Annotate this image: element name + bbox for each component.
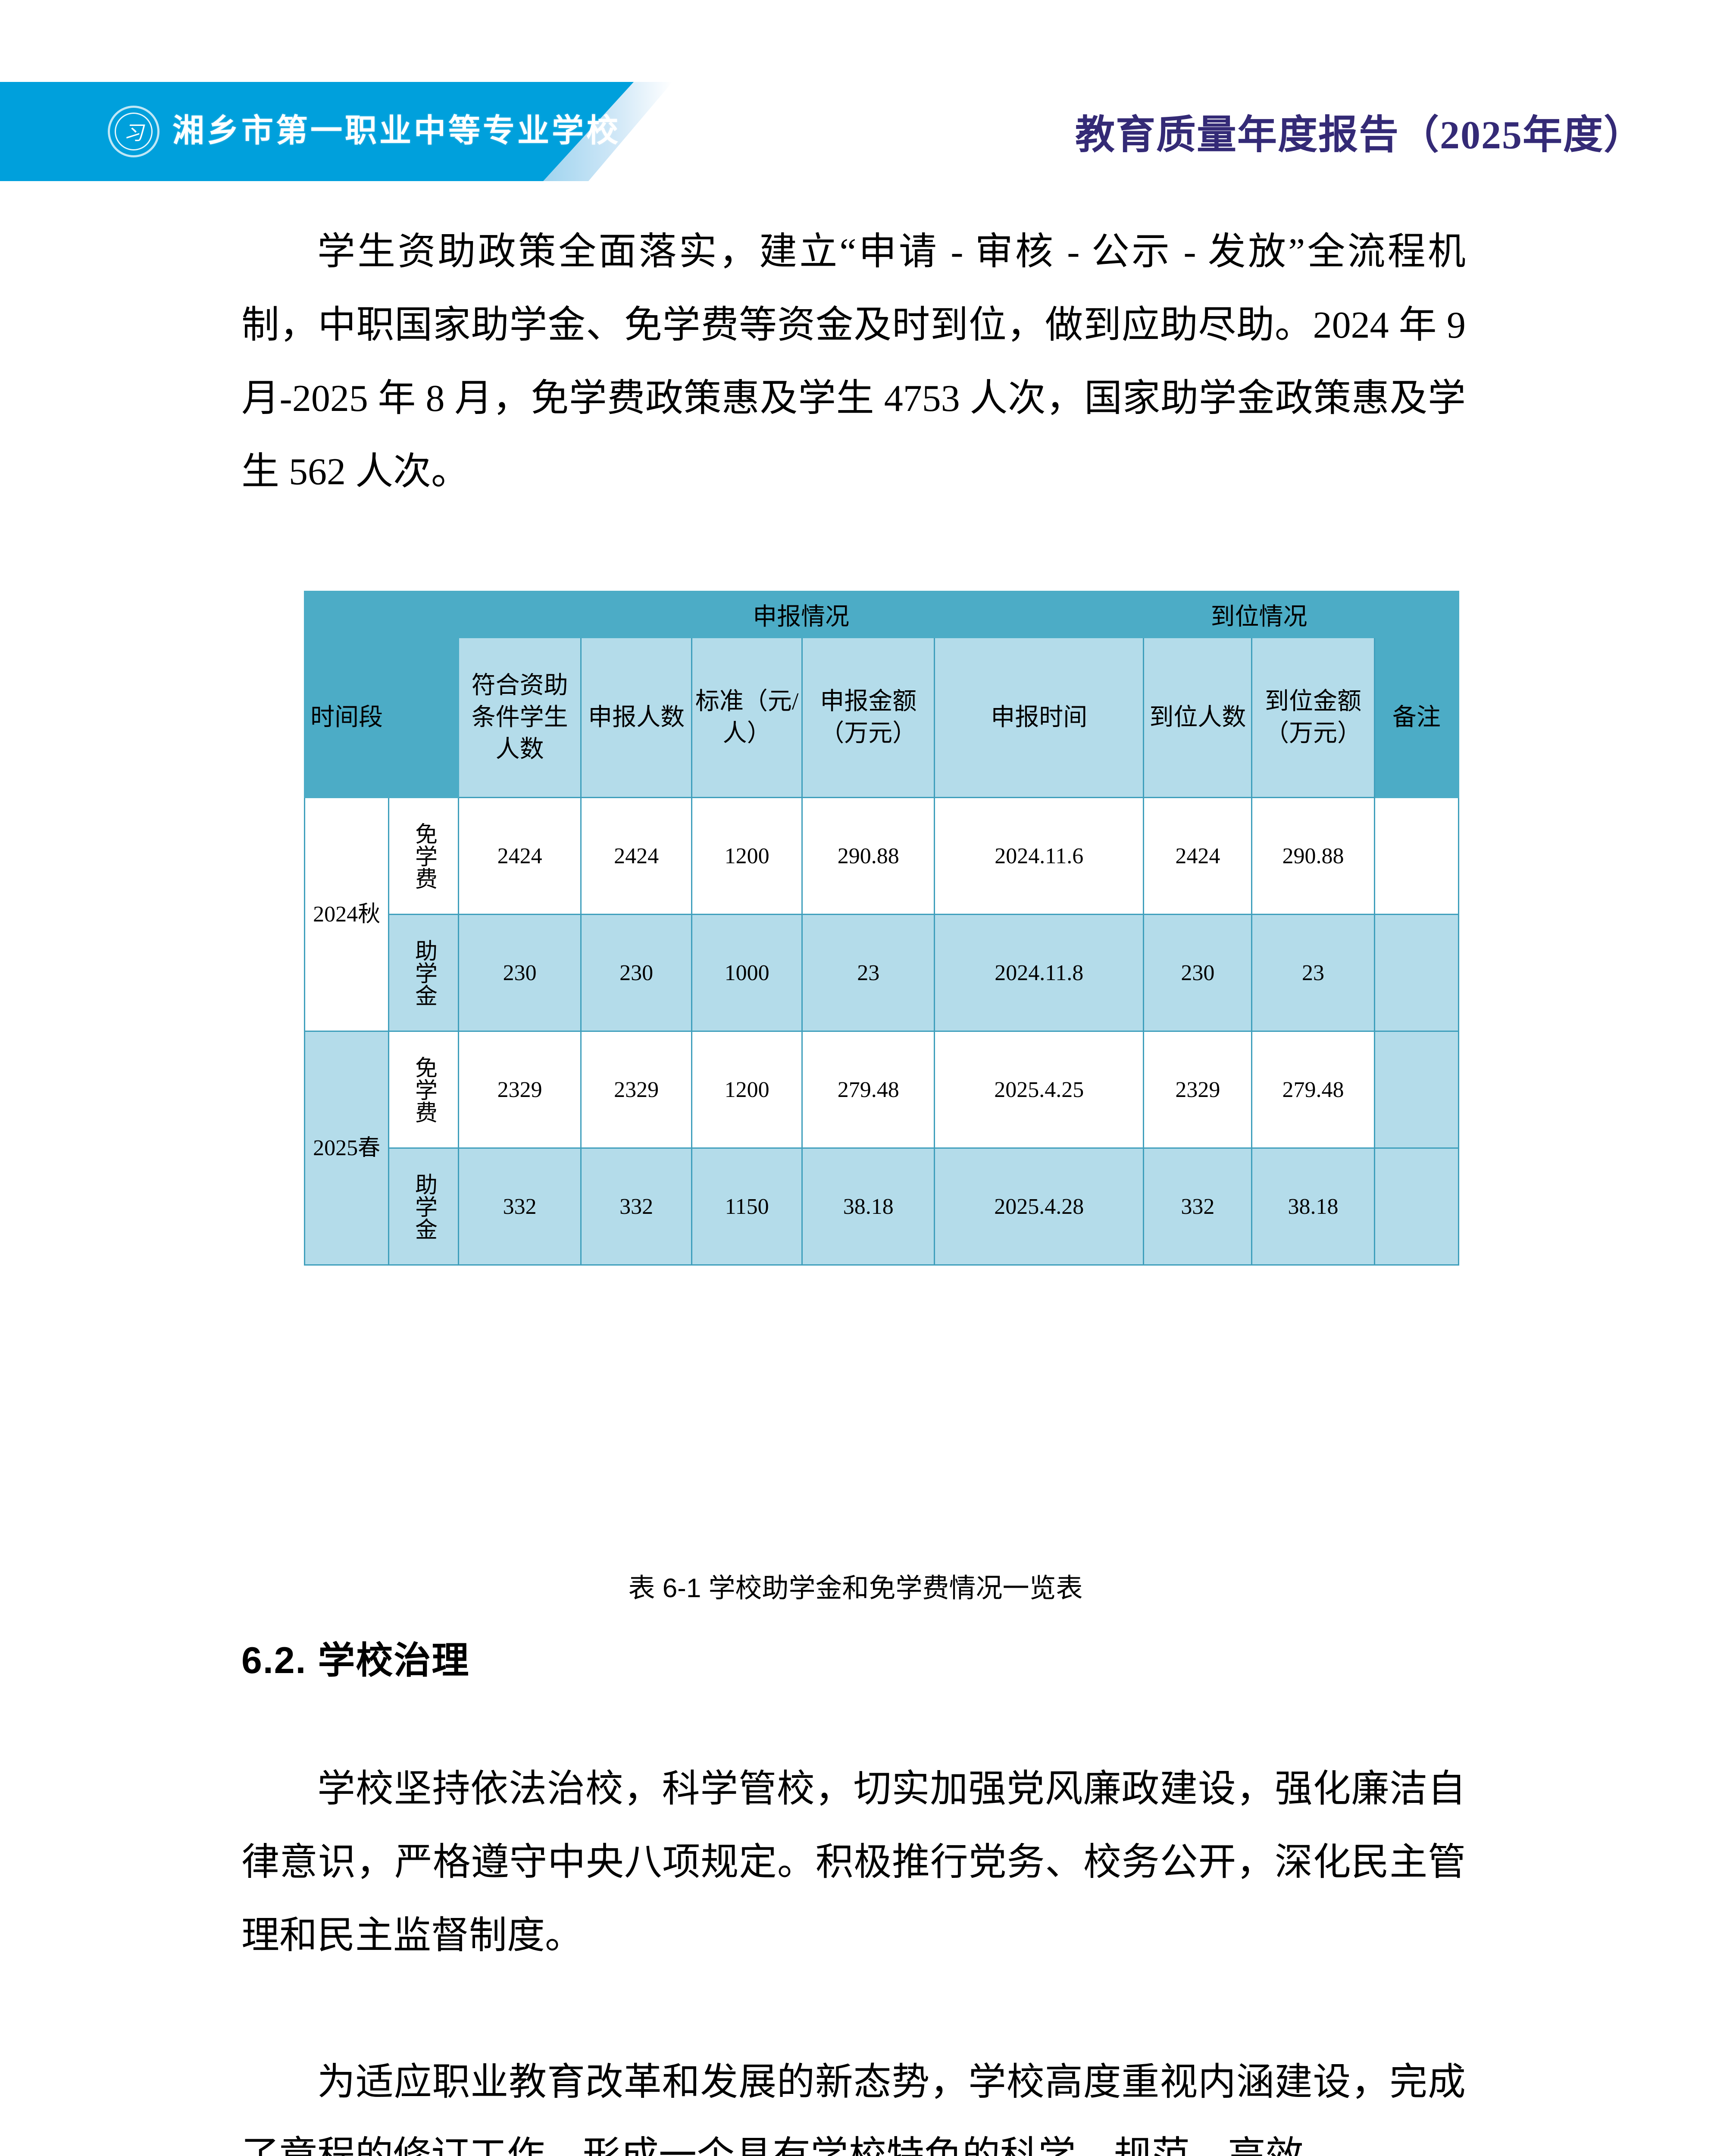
cell-memo <box>1373 797 1460 915</box>
aid-table-head: 申报情况 到位情况 时间段 符合资助条件学生人数 申报人数 标准（元/人） 申报… <box>303 591 1460 798</box>
cell-standard: 1200 <box>691 797 803 915</box>
cell-subtype: 免学费 <box>388 797 459 915</box>
header-banner-shape <box>0 82 638 181</box>
cell-arrived-people: 2424 <box>1143 797 1253 915</box>
column-header-declared-amount: 申报金额（万元） <box>801 637 935 798</box>
cell-arrived-people: 332 <box>1143 1147 1253 1266</box>
table-row: 2024秋 免学费 2424 2424 1200 290.88 2024.11.… <box>303 797 1460 1032</box>
school-logo-icon: 习 <box>108 106 160 157</box>
cell-declared-amount: 279.48 <box>801 1031 935 1149</box>
paragraph-governance: 学校坚持依法治校，科学管校，切实加强党风廉政建设，强化廉洁自律意识，严格遵守中央… <box>241 1768 1466 1957</box>
cell-eligible-students: 332 <box>457 1147 582 1266</box>
table-row: 助学金 332 332 1150 38.18 2025.4.28 332 38.… <box>305 1147 1460 1266</box>
cell-arrived-people: 230 <box>1143 914 1253 1032</box>
group-header-arrival: 到位情况 <box>1143 591 1375 638</box>
cell-memo <box>1373 914 1460 1032</box>
group-header-declaration: 申报情况 <box>457 591 1145 638</box>
cell-applicants: 2329 <box>580 1031 692 1149</box>
column-header-declared-time: 申报时间 <box>934 637 1145 798</box>
cell-arrived-amount: 279.48 <box>1251 1031 1375 1149</box>
cell-memo <box>1373 1147 1460 1266</box>
aid-table: 申报情况 到位情况 时间段 符合资助条件学生人数 申报人数 标准（元/人） 申报… <box>303 591 1460 1266</box>
cell-declared-amount: 290.88 <box>801 797 935 915</box>
table-caption: 表 6-1 学校助学金和免学费情况一览表 <box>628 1573 1083 1603</box>
table-column-header-row: 时间段 符合资助条件学生人数 申报人数 标准（元/人） 申报金额（万元） 申报时… <box>303 637 1460 798</box>
cell-arrived-people: 2329 <box>1143 1031 1253 1149</box>
cell-applicants: 2424 <box>580 797 692 915</box>
cell-declared-amount: 38.18 <box>801 1147 935 1266</box>
cell-arrived-amount: 290.88 <box>1251 797 1375 915</box>
column-header-arrived-people: 到位人数 <box>1143 637 1253 798</box>
cell-subtype: 免学费 <box>388 1031 459 1149</box>
paragraph-student-aid: 学生资助政策全面落实，建立“申请 - 审核 - 公示 - 发放”全流程机制，中职… <box>241 231 1466 493</box>
cell-standard: 1000 <box>691 914 803 1032</box>
school-logo-glyph: 习 <box>115 113 153 150</box>
cell-standard: 1150 <box>691 1147 803 1266</box>
cell-subtype: 助学金 <box>388 1147 459 1266</box>
group-header-blank-left <box>304 591 459 638</box>
column-header-period: 时间段 <box>303 637 390 798</box>
cell-eligible-students: 2329 <box>457 1031 582 1149</box>
table-row: 助学金 230 230 1000 23 2024.11.8 230 23 <box>305 914 1460 1032</box>
paragraph-charter-revision: 为适应职业教育改革和发展的新态势，学校高度重视内涵建设，完成了章程的修订工作，形… <box>241 2062 1466 2156</box>
page-header: 习 湘乡市第一职业中等专业学校 教育质量年度报告（2025年度） <box>0 82 1711 181</box>
column-header-arrived-amount: 到位金额（万元） <box>1251 637 1375 798</box>
school-name: 湘乡市第一职业中等专业学校 <box>172 113 621 149</box>
section-heading-school-governance: 6.2. 学校治理 <box>241 1640 470 1681</box>
report-title: 教育质量年度报告（2025年度） <box>1075 113 1644 157</box>
table-row: 2025春 免学费 2329 2329 1200 279.48 2025.4.2… <box>303 1031 1460 1266</box>
column-header-eligible-students: 符合资助条件学生人数 <box>457 637 582 798</box>
cell-standard: 1200 <box>691 1031 803 1149</box>
group-header-blank-right <box>1373 591 1460 638</box>
cell-arrived-amount: 38.18 <box>1251 1147 1375 1266</box>
cell-period: 2025春 <box>303 1031 390 1266</box>
column-header-subtype <box>388 637 459 798</box>
cell-eligible-students: 230 <box>457 914 582 1032</box>
column-header-standard: 标准（元/人） <box>691 637 803 798</box>
table-group-header-row: 申报情况 到位情况 <box>304 591 1460 638</box>
aid-table-container: 申报情况 到位情况 时间段 符合资助条件学生人数 申报人数 标准（元/人） 申报… <box>303 591 1460 1266</box>
cell-applicants: 332 <box>580 1147 692 1266</box>
cell-period: 2024秋 <box>303 797 390 1032</box>
cell-eligible-students: 2424 <box>457 797 582 915</box>
cell-subtype: 助学金 <box>388 914 459 1032</box>
aid-table-body: 2024秋 免学费 2424 2424 1200 290.88 2024.11.… <box>303 797 1460 1266</box>
cell-declared-time: 2024.11.8 <box>934 914 1145 1032</box>
cell-declared-time: 2025.4.25 <box>934 1031 1145 1149</box>
cell-arrived-amount: 23 <box>1251 914 1375 1032</box>
cell-applicants: 230 <box>580 914 692 1032</box>
cell-declared-amount: 23 <box>801 914 935 1032</box>
cell-declared-time: 2025.4.28 <box>934 1147 1145 1266</box>
cell-memo <box>1373 1031 1460 1149</box>
cell-declared-time: 2024.11.6 <box>934 797 1145 915</box>
column-header-memo: 备注 <box>1373 637 1460 798</box>
column-header-applicants: 申报人数 <box>580 637 692 798</box>
